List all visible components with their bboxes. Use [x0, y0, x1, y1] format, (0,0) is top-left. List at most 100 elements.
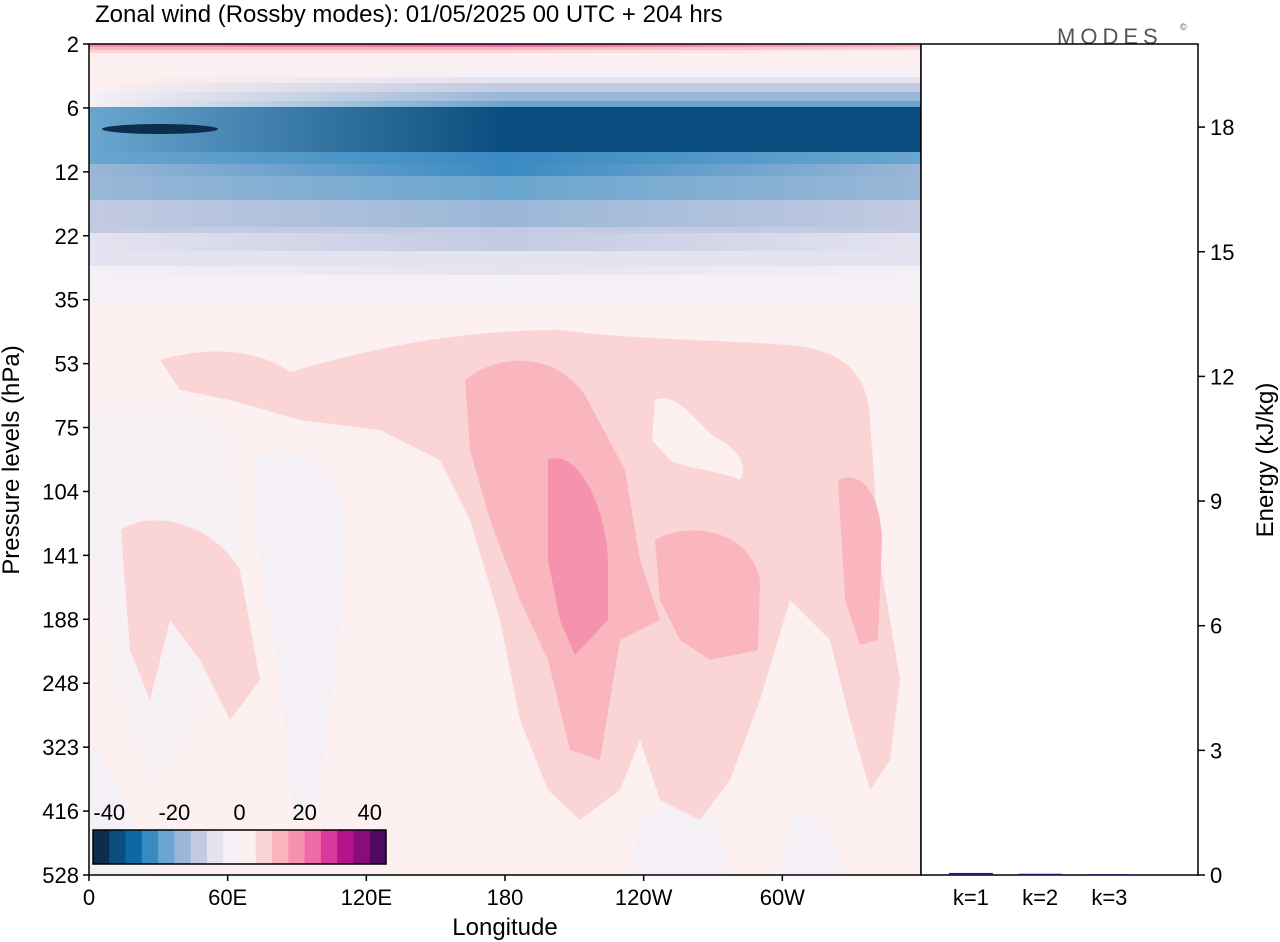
wind-band: [89, 257, 921, 261]
wind-band: [89, 149, 921, 153]
x-tick-label: 180: [487, 885, 524, 910]
colorbar-swatch: [272, 830, 289, 864]
wind-band: [89, 200, 921, 204]
y-tick-label: 104: [42, 479, 79, 504]
westerly-branch-b: [838, 477, 882, 645]
wind-band: [89, 146, 921, 150]
colorbar-tick-label: 0: [233, 800, 245, 825]
bar-category-label: k=2: [1022, 885, 1058, 910]
wind-band: [89, 287, 921, 291]
wind-band: [89, 164, 921, 168]
wind-band: [89, 275, 921, 279]
y-tick-label: 416: [42, 799, 79, 824]
wind-band: [89, 155, 921, 159]
bar-category-label: k=3: [1091, 885, 1127, 910]
wind-band: [89, 308, 921, 312]
westerly-maximum: [548, 458, 608, 655]
wind-band: [89, 47, 921, 51]
wind-band: [89, 83, 921, 87]
colorbar-swatch: [190, 830, 208, 864]
colorbar-swatch: [109, 830, 127, 864]
wind-band: [89, 212, 921, 216]
colorbar-tick-label: -40: [93, 800, 125, 825]
wind-band: [89, 221, 921, 225]
wind-band: [89, 110, 921, 114]
colorbar-tick-label: -20: [158, 800, 190, 825]
wind-band: [89, 299, 921, 303]
wind-band: [89, 56, 921, 60]
energy-bar-chart: [948, 872, 1132, 876]
bar-category-label: k=1: [953, 885, 989, 910]
wind-band: [89, 98, 921, 102]
wind-band: [89, 218, 921, 222]
wind-band: [89, 167, 921, 171]
x-tick-label: 120W: [615, 885, 673, 910]
energy-axis-label: Energy (kJ/kg): [1252, 383, 1279, 538]
wind-band: [89, 263, 921, 267]
wind-band: [89, 242, 921, 246]
wind-band: [89, 227, 921, 231]
wind-band: [89, 44, 921, 48]
wind-band: [89, 281, 921, 285]
easterly-south: [630, 806, 730, 875]
x-tick-label: 120E: [341, 885, 392, 910]
colorbar-frame: [92, 829, 387, 865]
weak-cell: [652, 398, 744, 480]
wind-band: [89, 293, 921, 297]
wind-band: [89, 209, 921, 213]
wind-band: [89, 305, 921, 309]
y-tick-label: 323: [42, 735, 79, 760]
wind-band: [89, 251, 921, 255]
y-axis-label: Pressure levels (hPa): [0, 345, 25, 574]
wind-band: [89, 104, 921, 108]
wind-band: [89, 272, 921, 276]
wind-band: [89, 182, 921, 186]
wind-band: [89, 59, 921, 63]
wind-band: [89, 74, 921, 78]
colorbar-swatch: [206, 830, 224, 864]
wind-band: [89, 239, 921, 243]
wind-band: [89, 206, 921, 210]
wind-band: [89, 92, 921, 96]
wind-band: [89, 50, 921, 54]
x-axis-label: Longitude: [452, 914, 557, 941]
y-tick-label: 22: [55, 224, 79, 249]
wind-band: [89, 131, 921, 135]
wind-band: [89, 107, 921, 111]
wind-band: [89, 290, 921, 294]
y-tick-label: 35: [55, 288, 79, 313]
colorbar-swatch: [239, 830, 257, 864]
colorbar-swatch: [304, 830, 322, 864]
colorbar: -40 -20 0 20 40: [92, 800, 387, 865]
wind-band: [89, 230, 921, 234]
colorbar-tick-label: 40: [357, 800, 381, 825]
energy-bar: [1018, 873, 1063, 876]
wind-band: [89, 224, 921, 228]
x-tick-label: 60W: [760, 885, 805, 910]
x-tick-label: 60E: [208, 885, 247, 910]
y-tick-label: 6: [67, 96, 79, 121]
wind-band: [89, 134, 921, 138]
wind-band: [89, 284, 921, 288]
wind-band: [89, 116, 921, 120]
wind-band: [89, 176, 921, 180]
wind-band: [89, 314, 921, 318]
energy-bar: [1087, 874, 1132, 876]
wind-band: [89, 278, 921, 282]
wind-band: [89, 101, 921, 105]
energy-tick-label: 18: [1210, 115, 1234, 140]
wind-band: [89, 185, 921, 189]
wind-band: [89, 236, 921, 240]
energy-tick-label: 0: [1210, 863, 1222, 888]
wind-band: [89, 161, 921, 165]
jet-core-east: [600, 114, 921, 148]
energy-tick-label: 9: [1210, 489, 1222, 514]
colorbar-swatch: [141, 830, 159, 864]
colorbar-swatch: [93, 830, 110, 864]
energy-plot-frame: [920, 43, 1199, 876]
wind-band: [89, 71, 921, 75]
wind-band: [89, 260, 921, 264]
brand-mark: ©: [1180, 22, 1187, 32]
